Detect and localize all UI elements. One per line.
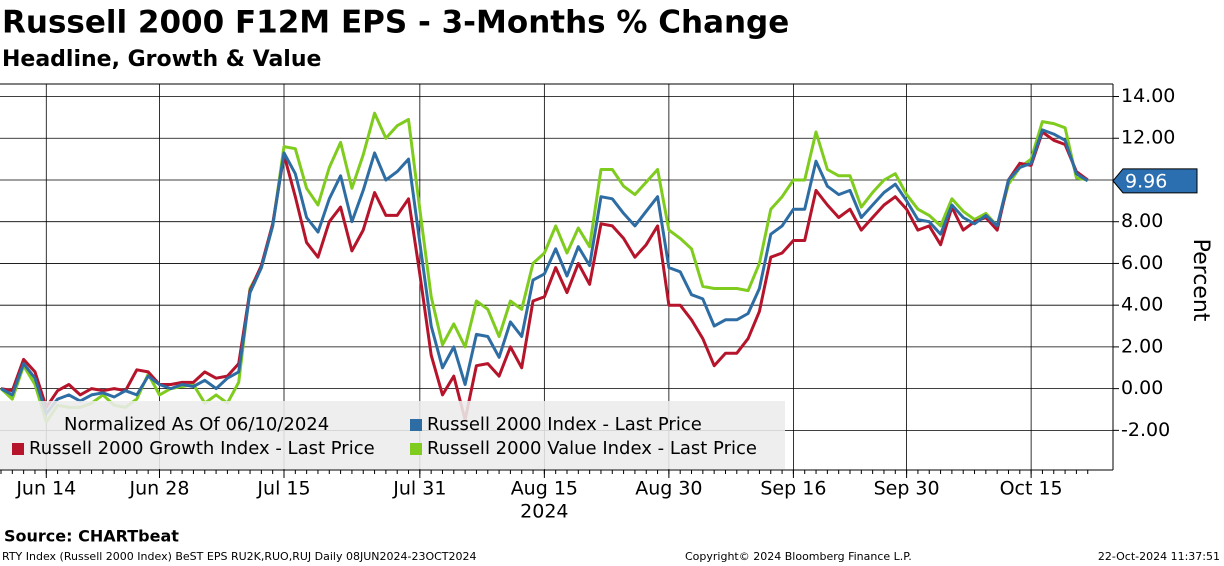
footer-right: 22-Oct-2024 11:37:51 [1098, 550, 1220, 563]
legend-box [0, 401, 785, 469]
last-value-label: 9.96 [1125, 170, 1167, 192]
x-tick-label: Jun 28 [129, 478, 190, 500]
y-tick-label: 12.00 [1121, 127, 1175, 149]
chart-title: Russell 2000 F12M EPS - 3-Months % Chang… [2, 5, 789, 41]
legend-swatch [12, 443, 24, 455]
legend-swatch [410, 443, 422, 455]
y-tick-label: 6.00 [1121, 252, 1163, 274]
series-line [0, 128, 1089, 416]
series-line [0, 130, 1089, 422]
last-value-tag [1112, 168, 1198, 194]
series-line [0, 111, 1088, 424]
x-tick-label: Jun 14 [15, 478, 76, 500]
source: Source: CHARTbeat [4, 527, 179, 546]
x-tick-label: Aug 30 [635, 478, 702, 500]
x-tick-label: Oct 15 [1000, 478, 1063, 500]
legend-note: Normalized As Of 06/10/2024 [64, 414, 329, 435]
footer-left: RTY Index (Russell 2000 Index) BeST EPS … [2, 550, 477, 563]
legend-label: Russell 2000 Index - Last Price [427, 414, 702, 435]
chart-subtitle: Headline, Growth & Value [2, 47, 321, 72]
x-tick-label: Jul 15 [256, 478, 310, 500]
legend-label: Russell 2000 Value Index - Last Price [427, 438, 757, 459]
x-tick-label: Sep 30 [874, 478, 940, 500]
y-tick-label: 0.00 [1121, 377, 1163, 399]
y-tick-label: 8.00 [1121, 210, 1163, 232]
y-tick-label: 2.00 [1121, 335, 1163, 357]
x-tick-label: Jul 31 [392, 478, 446, 500]
y-axis-label: Percent [1188, 239, 1213, 322]
y-tick-label: 4.00 [1121, 294, 1163, 316]
x-tick-label: Aug 15 [511, 478, 578, 500]
x-axis-label: 2024 [520, 501, 568, 523]
x-tick-label: Sep 16 [760, 478, 826, 500]
footer-center: Copyright© 2024 Bloomberg Finance L.P. [685, 550, 912, 563]
legend-swatch [410, 419, 422, 431]
y-tick-label: -2.00 [1121, 419, 1170, 441]
legend-label: Russell 2000 Growth Index - Last Price [29, 438, 375, 459]
y-tick-label: 14.00 [1121, 85, 1175, 107]
